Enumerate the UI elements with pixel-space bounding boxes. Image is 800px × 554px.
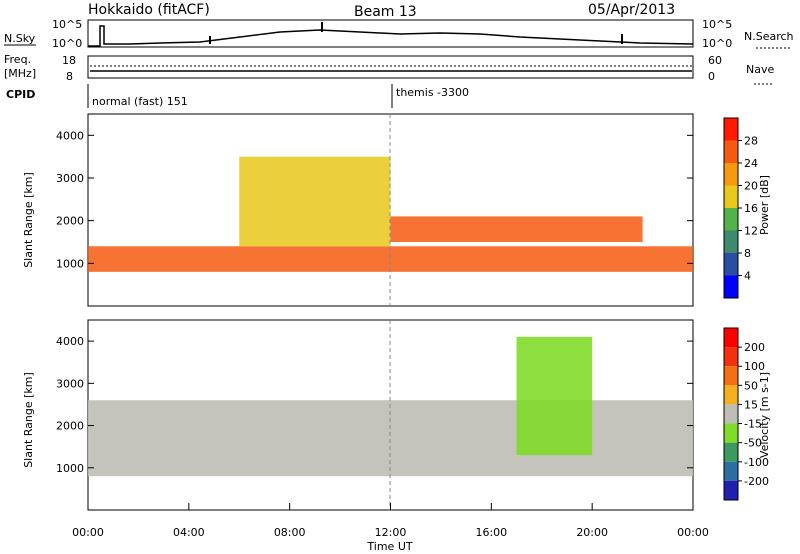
x-tick-label: 08:00: [274, 526, 306, 539]
velocity-colorbar-swatch: [724, 366, 738, 386]
freq-panel: Freq. [MHz] 18 8 60 0 Nave: [4, 53, 774, 85]
cpid-mode-2: themis -3300: [396, 86, 469, 99]
power-colorbar-tick-label: 12: [744, 225, 758, 238]
power-ytick-label: 1000: [56, 257, 84, 270]
power-colorbar-swatch: [724, 118, 738, 141]
power-colorbar-tick-label: 16: [744, 202, 758, 215]
velocity-band: [516, 336, 593, 456]
velocity-colorbar-tick-label: 100: [744, 360, 765, 373]
x-tick-label: 00:00: [677, 526, 709, 539]
velocity-colorbar-tick-label: -100: [744, 456, 769, 469]
power-ytick-label: 3000: [56, 172, 84, 185]
power-colorbar-tick-label: 24: [744, 157, 758, 170]
velocity-colorbar-label: Velocity [m s-1]: [758, 372, 771, 458]
nave-tick-bottom: 0: [708, 70, 715, 83]
nsky-tick-top-right: 10^5: [702, 18, 732, 31]
power-colorbar-swatch: [724, 163, 738, 186]
x-tick-label: 12:00: [375, 526, 407, 539]
cpid-row: CPID normal (fast) 151 themis -3300: [6, 84, 469, 108]
velocity-xlabel: Time UT: [366, 540, 412, 553]
nave-label: Nave: [746, 63, 774, 76]
nsky-panel: N.Sky 10^5 10^0 10^5 10^0 N.Search: [4, 18, 794, 50]
power-colorbar-tick-label: 20: [744, 180, 758, 193]
x-tick-label: 04:00: [173, 526, 205, 539]
nsky-tick-top: 10^5: [52, 18, 82, 31]
velocity-colorbar-tick-label: 200: [744, 341, 765, 354]
velocity-colorbar-swatch: [724, 480, 738, 500]
power-ytick-label: 2000: [56, 215, 84, 228]
velocity-colorbar-swatch: [724, 385, 738, 405]
nsky-tick-bottom: 10^0: [52, 37, 82, 50]
velocity-colorbar-swatch: [724, 423, 738, 443]
velocity-colorbar-swatch: [724, 328, 738, 348]
velocity-colorbar-tick-label: 50: [744, 379, 758, 392]
power-colorbar-swatch: [724, 230, 738, 253]
velocity-ytick-label: 3000: [56, 377, 84, 390]
nsearch-label: N.Search: [744, 30, 794, 43]
velocity-colorbar-tick-label: 15: [744, 398, 758, 411]
nave-tick-top: 60: [708, 54, 722, 67]
velocity-colorbar-swatch: [724, 461, 738, 481]
x-tick-label: 00:00: [72, 526, 104, 539]
velocity-colorbar-tick-label: -15: [744, 418, 762, 431]
station-title: Hokkaido (fitACF): [88, 2, 210, 18]
power-y-ticks: 1000 2000 3000 4000: [56, 129, 693, 270]
velocity-colorbar-swatch: [724, 404, 738, 424]
power-colorbar-swatch: [724, 208, 738, 231]
power-colorbar-swatch: [724, 275, 738, 298]
cpid-mode-1: normal (fast) 151: [92, 95, 188, 108]
velocity-ytick-label: 2000: [56, 420, 84, 433]
power-ylabel: Slant Range [km]: [22, 172, 35, 268]
power-colorbar-swatch: [724, 185, 738, 208]
velocity-colorbar-swatch: [724, 442, 738, 462]
power-colorbar-swatch: [724, 140, 738, 163]
power-panel: 1000 2000 3000 4000 Slant Range [km]: [22, 113, 694, 307]
freq-tick-top: 18: [62, 54, 76, 67]
power-band: [390, 216, 643, 242]
velocity-ytick-label: 1000: [56, 462, 84, 475]
velocity-x-ticks: 00:00 04:00 08:00 12:00 16:00 20:00 00:00: [72, 503, 709, 539]
freq-unit: [MHz]: [4, 67, 36, 80]
freq-label: Freq.: [4, 53, 31, 66]
nsky-tick-bottom-right: 10^0: [702, 37, 732, 50]
velocity-ylabel: Slant Range [km]: [22, 372, 35, 468]
power-colorbar-swatch: [724, 253, 738, 276]
velocity-colorbar-swatch: [724, 347, 738, 367]
cpid-label: CPID: [6, 88, 35, 101]
velocity-ytick-label: 4000: [56, 335, 84, 348]
power-colorbar-tick-label: 4: [744, 270, 751, 283]
date-title: 05/Apr/2013: [588, 2, 675, 18]
x-tick-label: 16:00: [475, 526, 507, 539]
power-band: [239, 156, 391, 247]
velocity-colorbar-frame: [723, 327, 739, 501]
freq-tick-bottom: 8: [66, 70, 73, 83]
nsky-label: N.Sky: [4, 32, 36, 45]
x-tick-label: 20:00: [576, 526, 608, 539]
beam-title: Beam 13: [354, 4, 417, 20]
velocity-colorbar-tick-label: -200: [744, 475, 769, 488]
velocity-colorbar: 200 100 50 15 -15 -50 -100 -200 Velocity [m s-1…: [723, 327, 771, 501]
power-colorbar-label: Power [dB]: [758, 175, 771, 235]
power-colorbar-tick-label: 28: [744, 135, 758, 148]
velocity-y-ticks: 1000 2000 3000 4000: [56, 335, 693, 475]
power-colorbar-tick-label: 8: [744, 247, 751, 260]
velocity-colorbar-tick-label: -50: [744, 437, 762, 450]
power-colorbar: 28 24 20 16 12 8 4 Power [dB]: [723, 117, 771, 299]
power-ytick-label: 4000: [56, 129, 84, 142]
